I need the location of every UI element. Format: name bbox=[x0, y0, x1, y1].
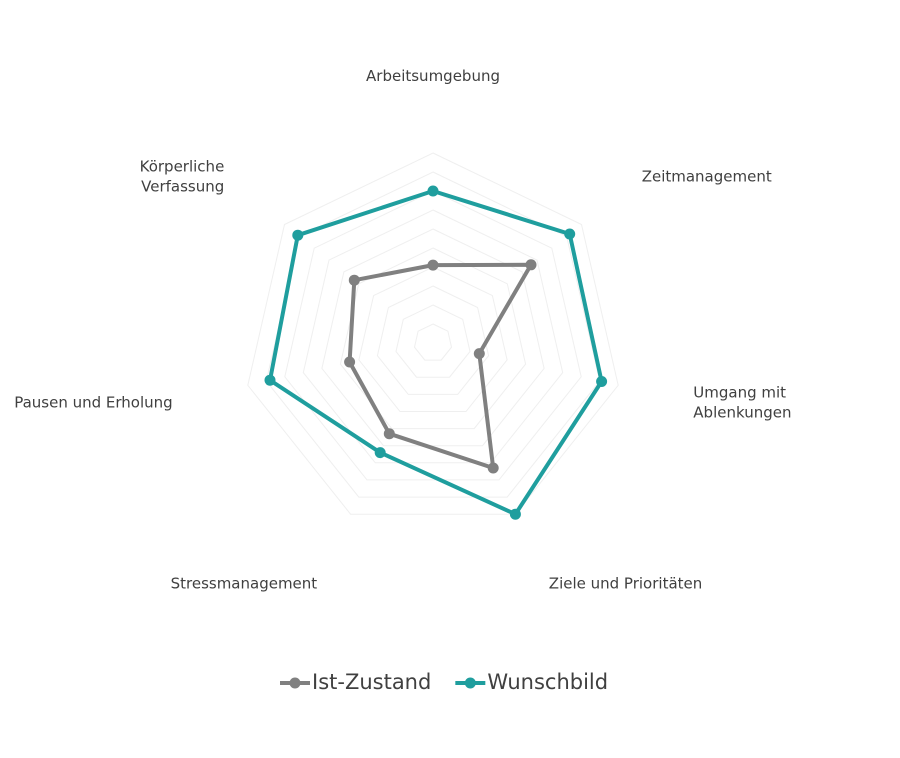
legend-label-0: Ist-Zustand bbox=[312, 670, 431, 694]
series-1-point-5 bbox=[264, 374, 276, 386]
grid-ring bbox=[376, 285, 490, 395]
axis-label-0: Arbeitsumgebung bbox=[366, 67, 500, 85]
axis-label-6-line-1: Verfassung bbox=[141, 177, 224, 195]
axis-label-5: Pausen und Erholung bbox=[14, 393, 172, 411]
series-line-1 bbox=[268, 189, 604, 517]
series-0-point-5 bbox=[344, 356, 356, 368]
grid-ring bbox=[284, 190, 582, 481]
grid-ring bbox=[302, 209, 564, 464]
legend-label-1: Wunschbild bbox=[487, 670, 608, 694]
series-1-point-0 bbox=[427, 185, 439, 197]
series-1-point-3 bbox=[509, 508, 521, 520]
radar-series bbox=[264, 185, 608, 520]
axis-label-2-line-1: Ablenkungen bbox=[693, 403, 791, 421]
grid-ring bbox=[395, 304, 471, 378]
axis-label-1: Zeitmanagement bbox=[642, 167, 772, 185]
legend-swatch-marker bbox=[289, 677, 301, 689]
series-line-0 bbox=[347, 262, 533, 470]
series-1-point-1 bbox=[564, 228, 576, 240]
axis-label-6-line-0: Körperliche bbox=[140, 157, 225, 175]
series-0-point-4 bbox=[383, 428, 395, 440]
axis-label-3-line-0: Ziele und Prioritäten bbox=[549, 574, 702, 592]
axis-label-2: Umgang mit Ablenkungen bbox=[693, 383, 791, 421]
series-1-point-4 bbox=[374, 447, 386, 459]
grid-ring bbox=[247, 152, 619, 515]
axis-label-5-line-0: Pausen und Erholung bbox=[14, 393, 172, 411]
axis-label-1-line-0: Zeitmanagement bbox=[642, 167, 772, 185]
series-0-point-3 bbox=[487, 462, 499, 474]
legend-swatch-marker bbox=[464, 677, 476, 689]
radar-grid bbox=[247, 152, 619, 515]
axis-labels: Arbeitsumgebung Zeitmanagement Umgang mit A… bbox=[14, 67, 791, 593]
grid-ring bbox=[358, 266, 508, 412]
series-0-point-2 bbox=[473, 348, 485, 360]
series-1-point-6 bbox=[292, 229, 304, 241]
axis-label-4-line-0: Stressmanagement bbox=[171, 574, 318, 592]
series-1-point-2 bbox=[596, 376, 608, 387]
series-0-point-1 bbox=[525, 259, 537, 271]
grid-ring bbox=[413, 323, 453, 361]
series-0-point-6 bbox=[348, 274, 360, 286]
legend-item-0: Ist-Zustand bbox=[280, 670, 431, 694]
grid-ring bbox=[339, 247, 527, 430]
grid-ring bbox=[321, 228, 545, 447]
axis-label-3: Ziele und Prioritäten bbox=[549, 574, 702, 592]
axis-label-2-line-0: Umgang mit bbox=[693, 383, 786, 401]
series-0-point-0 bbox=[427, 259, 439, 271]
axis-label-6: Körperliche Verfassung bbox=[140, 157, 225, 195]
axis-label-0-line-0: Arbeitsumgebung bbox=[366, 67, 500, 85]
legend: Ist-Zustand Wunschbild bbox=[280, 670, 608, 694]
legend-item-1: Wunschbild bbox=[455, 670, 608, 694]
axis-label-4: Stressmanagement bbox=[171, 574, 318, 592]
